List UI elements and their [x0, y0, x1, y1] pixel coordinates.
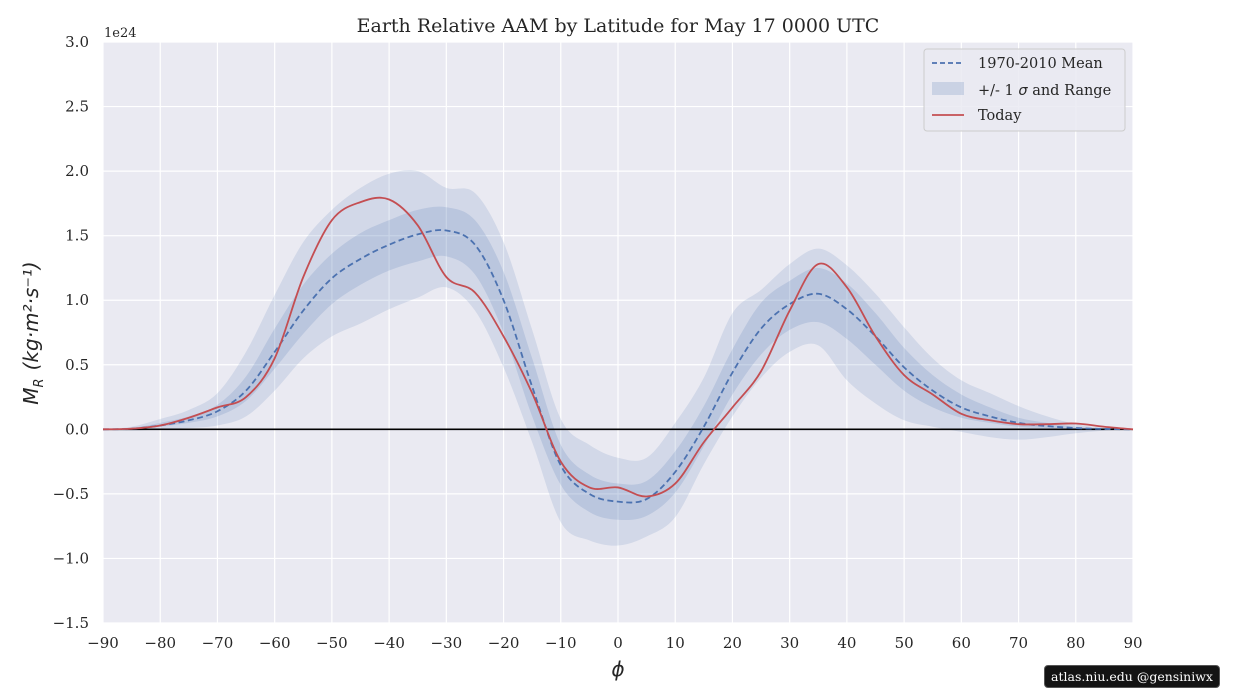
- x-tick-labels: −90 −80 −70 −60 −50 −40 −30 −20 −10 0 10 20 30 40 50 60…: [87, 634, 1142, 652]
- y-tick-label: 2.0: [65, 162, 89, 180]
- x-tick-label: 40: [837, 634, 856, 652]
- y-tick-label: 0.0: [65, 420, 89, 438]
- legend-band-swatch: [932, 82, 964, 95]
- y-tick-label: 1.0: [65, 291, 89, 309]
- x-tick-label: −90: [87, 634, 119, 652]
- y-scale-label: 1e24: [104, 26, 137, 41]
- watermark-badge: atlas.niu.edu @gensiniwx: [1044, 665, 1220, 688]
- legend: 1970-2010 Mean +/- 1 σ and Range Today: [923, 48, 1126, 132]
- x-tick-label: −10: [545, 634, 577, 652]
- x-tick-label: 30: [780, 634, 799, 652]
- x-tick-label: 10: [666, 634, 685, 652]
- range-band: [103, 170, 1133, 546]
- today-line: [102, 196, 1134, 498]
- y-tick-label: 1.5: [65, 227, 89, 245]
- legend-mean-label: 1970-2010 Mean: [978, 56, 1103, 72]
- x-axis-label: ϕ: [611, 657, 624, 681]
- y-tick-label: −1.0: [53, 549, 89, 567]
- y-axis-label-units: (kg·m²·s⁻¹): [19, 261, 43, 370]
- y-tick-label: 0.5: [65, 356, 89, 374]
- y-axis-label-main: M: [19, 387, 43, 404]
- legend-band-sigma: σ: [1018, 83, 1028, 99]
- x-tick-label: −20: [488, 634, 520, 652]
- y-axis-label-subscript: R: [32, 378, 47, 387]
- legend-band-suffix: and Range: [1032, 83, 1111, 99]
- y-tick-label: −0.5: [53, 485, 89, 503]
- chart-title: Earth Relative AAM by Latitude for May 1…: [357, 15, 880, 37]
- x-tick-label: −80: [144, 634, 176, 652]
- x-tick-label: −30: [431, 634, 463, 652]
- x-tick-label: 70: [1009, 634, 1028, 652]
- legend-box: [923, 48, 1126, 132]
- y-tick-label: 2.5: [65, 98, 89, 116]
- x-tick-label: −60: [259, 634, 291, 652]
- x-tick-label: 20: [723, 634, 742, 652]
- x-tick-label: 0: [613, 634, 623, 652]
- legend-band-label: +/- 1 σ and Range: [978, 83, 1111, 99]
- y-axis-label: MR (kg·m²·s⁻¹): [19, 261, 47, 404]
- legend-today-label: Today: [978, 108, 1022, 124]
- x-tick-label: −40: [373, 634, 405, 652]
- series-lines: [102, 196, 1134, 504]
- x-tick-label: −50: [316, 634, 348, 652]
- x-tick-label: −70: [202, 634, 234, 652]
- y-tick-label: −1.5: [53, 614, 89, 632]
- legend-band-prefix: +/- 1: [978, 83, 1014, 99]
- mean-line: [102, 229, 1134, 504]
- uncertainty-bands: [103, 170, 1133, 546]
- y-tick-label: 3.0: [65, 33, 89, 51]
- x-tick-label: 80: [1066, 634, 1085, 652]
- x-tick-label: 60: [952, 634, 971, 652]
- svg-text:MR(kg·m²·s⁻¹): MR (kg·m²·s⁻¹): [19, 261, 47, 404]
- x-tick-label: 90: [1123, 634, 1142, 652]
- y-tick-labels: −1.5 −1.0 −0.5 0.0 0.5 1.0 1.5 2.0 2.5 3.0: [53, 33, 89, 632]
- grid: [102, 41, 1134, 624]
- x-tick-label: 50: [895, 634, 914, 652]
